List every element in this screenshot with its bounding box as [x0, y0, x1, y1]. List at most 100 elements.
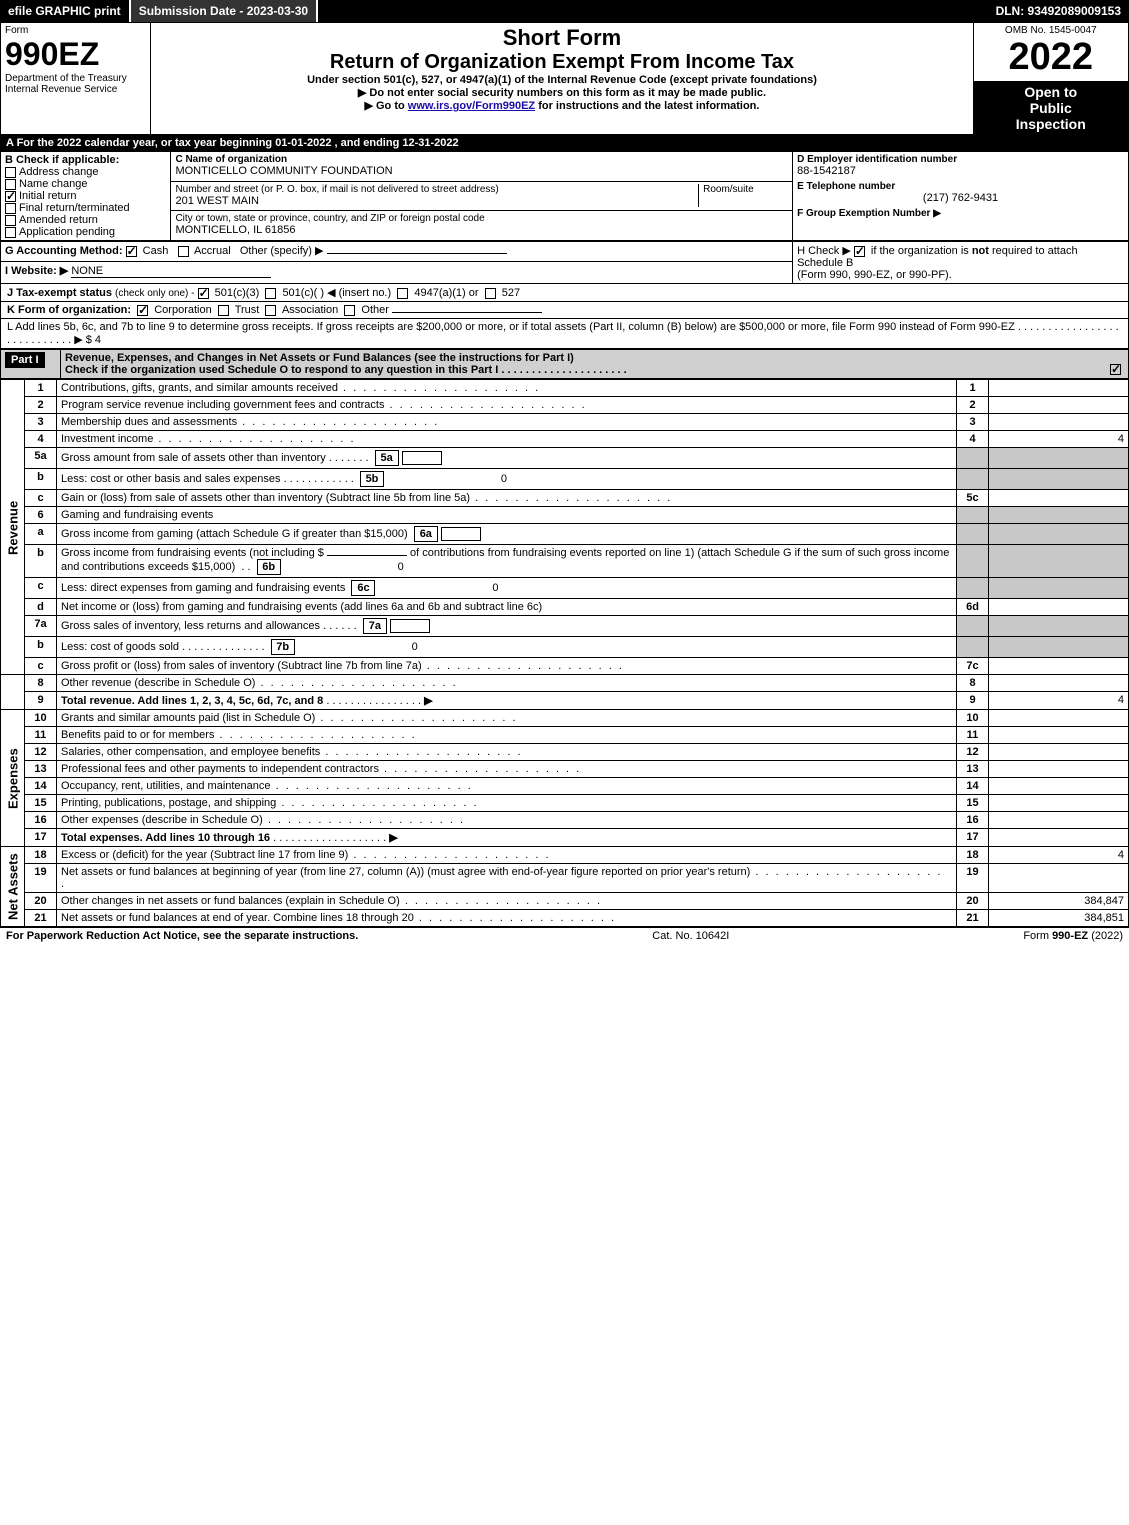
chk-527[interactable] — [485, 288, 496, 299]
chk-association[interactable] — [265, 305, 276, 316]
other-method-label: Other (specify) ▶ — [240, 245, 324, 257]
line5a-mb: 5a — [375, 450, 399, 466]
footer-cat-no: Cat. No. 10642I — [652, 930, 729, 942]
line18-box: 18 — [957, 847, 989, 864]
short-form-title: Short Form — [155, 25, 968, 51]
line6c-num: c — [25, 578, 57, 599]
line5c-box: 5c — [957, 490, 989, 507]
l-line: L Add lines 5b, 6c, and 7b to line 9 to … — [0, 319, 1129, 349]
line6b-mv: 0 — [284, 561, 404, 573]
line14-num: 14 — [25, 778, 57, 795]
chk-schedule-o-part-i[interactable] — [1110, 364, 1121, 375]
street-label: Number and street (or P. O. box, if mail… — [175, 184, 698, 195]
h-text4: (Form 990, 990-EZ, or 990-PF). — [797, 269, 952, 281]
chk-final-return[interactable]: Final return/terminated — [5, 202, 166, 214]
line3-box: 3 — [957, 414, 989, 431]
accrual-label: Accrual — [194, 245, 231, 257]
line9-box: 9 — [957, 692, 989, 710]
topbar: efile GRAPHIC print Submission Date - 20… — [0, 0, 1129, 22]
line6-num: 6 — [25, 507, 57, 524]
line12-text: Salaries, other compensation, and employ… — [57, 744, 957, 761]
line5a-num: 5a — [25, 448, 57, 469]
line14-box: 14 — [957, 778, 989, 795]
line7c-box: 7c — [957, 658, 989, 675]
line4-text: Investment income — [57, 431, 957, 448]
chk-trust[interactable] — [218, 305, 229, 316]
line4-value: 4 — [989, 431, 1129, 448]
part-i-tag: Part I — [5, 352, 45, 368]
room-label: Room/suite — [703, 184, 788, 195]
irs-link[interactable]: www.irs.gov/Form990EZ — [408, 100, 535, 112]
open-to-public: Open to Public Inspection — [973, 82, 1128, 135]
tax-year: 2022 — [978, 36, 1124, 79]
line11-box: 11 — [957, 727, 989, 744]
chk-application-pending[interactable]: Application pending — [5, 226, 166, 238]
line6d-text: Net income or (loss) from gaming and fun… — [57, 599, 957, 616]
line7a-text: Gross sales of inventory, less returns a… — [57, 616, 957, 637]
line6b-num: b — [25, 545, 57, 578]
open-line1: Open to — [978, 84, 1124, 100]
line1-box: 1 — [957, 380, 989, 397]
ssn-warning: ▶ Do not enter social security numbers o… — [155, 86, 968, 99]
line8-text: Other revenue (describe in Schedule O) — [57, 675, 957, 692]
chk-corporation[interactable] — [137, 305, 148, 316]
ein-value: 88-1542187 — [797, 165, 1124, 177]
line4-box: 4 — [957, 431, 989, 448]
j-527: 527 — [502, 287, 520, 299]
footer-left: For Paperwork Reduction Act Notice, see … — [6, 930, 358, 942]
line5a-mv — [402, 451, 442, 465]
j-label: J Tax-exempt status — [7, 287, 112, 299]
k-trust: Trust — [235, 304, 260, 316]
line7b-num: b — [25, 637, 57, 658]
line5b-mb: 5b — [360, 471, 384, 487]
line12-value — [989, 744, 1129, 761]
page-footer: For Paperwork Reduction Act Notice, see … — [0, 927, 1129, 944]
line6a-mv — [441, 527, 481, 541]
line19-text: Net assets or fund balances at beginning… — [57, 864, 957, 893]
k-assoc: Association — [282, 304, 338, 316]
line6a-num: a — [25, 524, 57, 545]
line2-num: 2 — [25, 397, 57, 414]
chk-accrual[interactable] — [178, 246, 189, 257]
line20-text: Other changes in net assets or fund bala… — [57, 893, 957, 910]
footer-form-ref: Form 990-EZ (2022) — [1023, 930, 1123, 942]
chk-name-change[interactable]: Name change — [5, 178, 166, 190]
line21-num: 21 — [25, 910, 57, 927]
line21-text: Net assets or fund balances at end of ye… — [57, 910, 957, 927]
j-501c3: 501(c)(3) — [215, 287, 260, 299]
line8-value — [989, 675, 1129, 692]
line21-value: 384,851 — [989, 910, 1129, 927]
line16-box: 16 — [957, 812, 989, 829]
chk-address-change[interactable]: Address change — [5, 166, 166, 178]
line15-box: 15 — [957, 795, 989, 812]
line3-num: 3 — [25, 414, 57, 431]
line9-num: 9 — [25, 692, 57, 710]
line8-num: 8 — [25, 675, 57, 692]
line1-num: 1 — [25, 380, 57, 397]
chk-initial-return[interactable]: Initial return — [5, 190, 166, 202]
chk-amended-return[interactable]: Amended return — [5, 214, 166, 226]
chk-cash[interactable] — [126, 246, 137, 257]
line13-text: Professional fees and other payments to … — [57, 761, 957, 778]
line6c-mv: 0 — [379, 582, 499, 594]
line15-value — [989, 795, 1129, 812]
chk-4947a1[interactable] — [397, 288, 408, 299]
line8-box: 8 — [957, 675, 989, 692]
line5c-num: c — [25, 490, 57, 507]
line5a-text: Gross amount from sale of assets other t… — [57, 448, 957, 469]
chk-501c[interactable] — [265, 288, 276, 299]
line6a-text: Gross income from gaming (attach Schedul… — [57, 524, 957, 545]
line19-value — [989, 864, 1129, 893]
line17-box: 17 — [957, 829, 989, 847]
line6d-num: d — [25, 599, 57, 616]
expenses-section-label: Expenses — [1, 710, 25, 847]
line5b-mv: 0 — [387, 473, 507, 485]
line2-box: 2 — [957, 397, 989, 414]
chk-501c3[interactable] — [198, 288, 209, 299]
line20-box: 20 — [957, 893, 989, 910]
chk-schedule-b[interactable] — [854, 246, 865, 257]
efile-print-button[interactable]: efile GRAPHIC print — [0, 0, 131, 22]
part-i-header: Part I Revenue, Expenses, and Changes in… — [0, 349, 1129, 379]
chk-other-org[interactable] — [344, 305, 355, 316]
omb-number: OMB No. 1545-0047 — [978, 25, 1124, 36]
